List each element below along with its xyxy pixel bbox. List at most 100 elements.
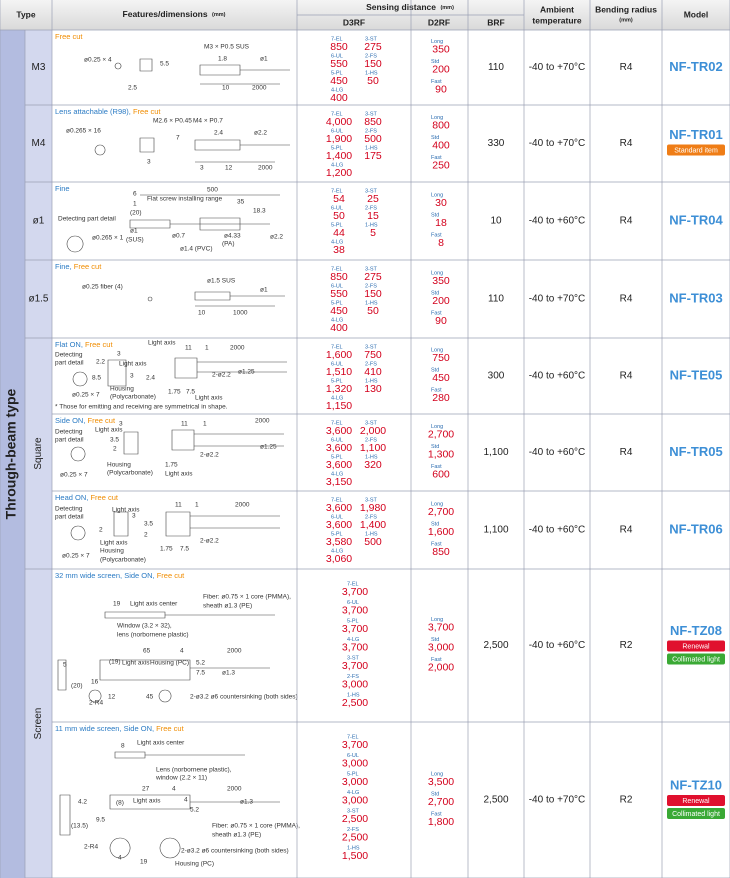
dimension-label: ø1.25 (260, 444, 277, 451)
row: ø1 Fine 6 1 Flat screw installing range 500 35… (33, 184, 724, 256)
d3rf-value: 3,600 (326, 519, 352, 531)
feature-title: Flat ON, Free cut (55, 340, 113, 349)
dimension-label: 4.2 (78, 799, 87, 806)
d2rf-value: 800 (432, 119, 450, 131)
d3rf-value: 3,700 (342, 586, 368, 598)
d2rf-value: 200 (432, 63, 450, 75)
dimension-label: Housing (100, 548, 124, 555)
d2rf-mode: Fast (431, 541, 442, 547)
d3rf-value: 2,500 (342, 831, 368, 843)
dimension-label: ø1 (130, 228, 138, 235)
d3rf-mode: 2-FS (347, 674, 359, 680)
d3rf-value: 130 (364, 383, 382, 395)
dimension-label: part detail (55, 437, 84, 444)
dimension-label: 1000 (233, 310, 248, 317)
dimension-label: 3 (119, 421, 123, 428)
d3rf-value: 450 (330, 305, 348, 317)
dimension-label: 7 (176, 135, 180, 142)
dimension-label: ø0.25 × 4 (84, 57, 112, 64)
dimension-label: 2000 (252, 85, 267, 92)
drawing (66, 235, 84, 253)
d3rf-value: 1,200 (326, 167, 352, 179)
d2rf-mode: Fast (431, 811, 442, 817)
header-features-text: Features/dimensions (123, 9, 208, 19)
d3rf-mode: 4-LG (331, 395, 343, 401)
badge (667, 653, 725, 665)
d3rf-mode: 3-ST (365, 188, 378, 194)
d2rf-value: 8 (438, 237, 444, 249)
dimension-label: 5.2 (196, 660, 205, 667)
drawing (114, 62, 122, 70)
feature-title: Free cut (55, 32, 83, 41)
title-part: Lens attachable (R98), (55, 107, 133, 116)
subtype: M3 (32, 62, 46, 73)
d2rf-value: 3,700 (428, 621, 454, 633)
header-brf: BRF (487, 17, 504, 27)
dimension-label: ø0.25 fiber (4) (82, 284, 123, 291)
d2rf-mode: Std (431, 290, 439, 296)
dimension-label: ø1 (260, 287, 268, 294)
d3rf-mode: 2-FS (365, 53, 377, 59)
d3rf-value: 38 (333, 244, 345, 256)
d3rf-value: 3,150 (326, 476, 352, 488)
d2rf-mode: Long (431, 115, 443, 121)
badge (667, 808, 725, 819)
title-part: 32 mm wide screen, Side ON, (55, 571, 157, 580)
dimension-label: 2000 (230, 345, 245, 352)
bending-radius: R2 (620, 795, 633, 806)
d3rf-mode: 5-PL (331, 454, 343, 460)
header-bending: Bending radius (595, 4, 657, 14)
d2rf-mode: Std (431, 521, 439, 527)
d3rf-value: 3,000 (342, 757, 368, 769)
d2rf-value: 850 (432, 546, 450, 558)
title-part: Side ON, (55, 416, 88, 425)
d3rf-value: 3,700 (342, 623, 368, 635)
d2rf-value: 600 (432, 468, 450, 480)
header-ambient: temperature (532, 15, 581, 25)
header-ambient: Ambient (540, 4, 574, 14)
d3rf-value: 150 (364, 58, 382, 70)
d3rf-value: 750 (364, 349, 382, 361)
dimension-label: Light axis center (130, 601, 178, 608)
dimension-label: 35 (237, 199, 245, 206)
drawing (113, 511, 129, 537)
d3rf-mode: 4-LG (331, 471, 343, 477)
dimension-label: Detecting part detail (58, 216, 116, 223)
d2rf-mode: Std (431, 212, 439, 218)
d3rf-value: 150 (364, 288, 382, 300)
d3rf-mode: 5-PL (331, 531, 343, 537)
dimension-label: 4 (180, 648, 184, 655)
title-part: Fine (55, 184, 70, 193)
d2rf-value: 1,300 (428, 448, 454, 460)
d3rf-value: 1,510 (326, 366, 352, 378)
d3rf-mode: 4-LG (331, 548, 343, 554)
dimension-label: 2 (113, 446, 117, 453)
drawing (139, 58, 153, 72)
header: Type Features/dimensions (mm) Sensing di… (16, 2, 708, 27)
dimension-label: 1.75 (165, 462, 178, 469)
d2rf-value: 1,600 (428, 526, 454, 538)
dimension-label: 2-R4 (84, 844, 98, 851)
drawing (88, 689, 102, 703)
dimension-label: 45 (146, 694, 154, 701)
brf: 1,100 (483, 447, 508, 458)
d3rf-mode: 6-UL (331, 53, 343, 59)
brf: 2,500 (483, 640, 508, 651)
d3rf-mode: 6-UL (331, 361, 343, 367)
d3rf-mode: 3-ST (365, 420, 378, 426)
dimension-label: ø0.7 (172, 233, 185, 240)
d3rf-value: 3,580 (326, 536, 352, 548)
dimension-label: 7.5 (180, 546, 189, 553)
badge-text: Collimated light (672, 811, 720, 818)
dimension-label: Detecting (55, 506, 83, 513)
d3rf-mode: 1-HS (365, 222, 378, 228)
d3rf-value: 1,600 (326, 349, 352, 361)
d3rf-mode: 7-EL (347, 581, 359, 587)
d3rf-value: 3,000 (342, 678, 368, 690)
d2rf-value: 2,700 (428, 506, 454, 518)
subtype-bg (25, 30, 52, 878)
d2rf-value: 18 (435, 217, 447, 229)
